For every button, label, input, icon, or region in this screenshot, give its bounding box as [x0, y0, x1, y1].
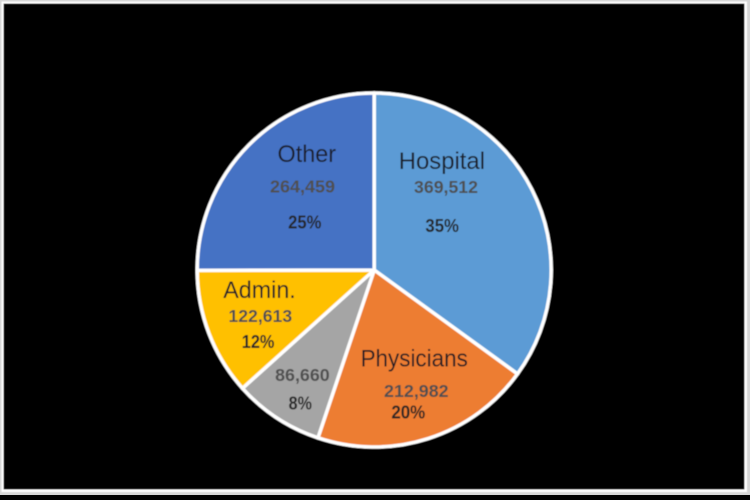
svg-text:86,660: 86,660 [275, 365, 330, 385]
svg-text:Hospital: Hospital [399, 149, 485, 175]
svg-text:212,982: 212,982 [384, 381, 449, 401]
svg-text:12%: 12% [242, 331, 275, 352]
svg-text:25%: 25% [288, 212, 321, 233]
svg-text:122,613: 122,613 [228, 306, 292, 326]
svg-text:20%: 20% [391, 402, 425, 423]
svg-text:8%: 8% [289, 392, 312, 413]
svg-text:Admin.: Admin. [223, 278, 296, 304]
svg-text:Other: Other [278, 142, 337, 168]
svg-text:Physicians: Physicians [361, 346, 468, 372]
svg-text:35%: 35% [425, 215, 459, 236]
svg-text:264,459: 264,459 [270, 177, 335, 197]
svg-text:369,512: 369,512 [414, 177, 478, 197]
